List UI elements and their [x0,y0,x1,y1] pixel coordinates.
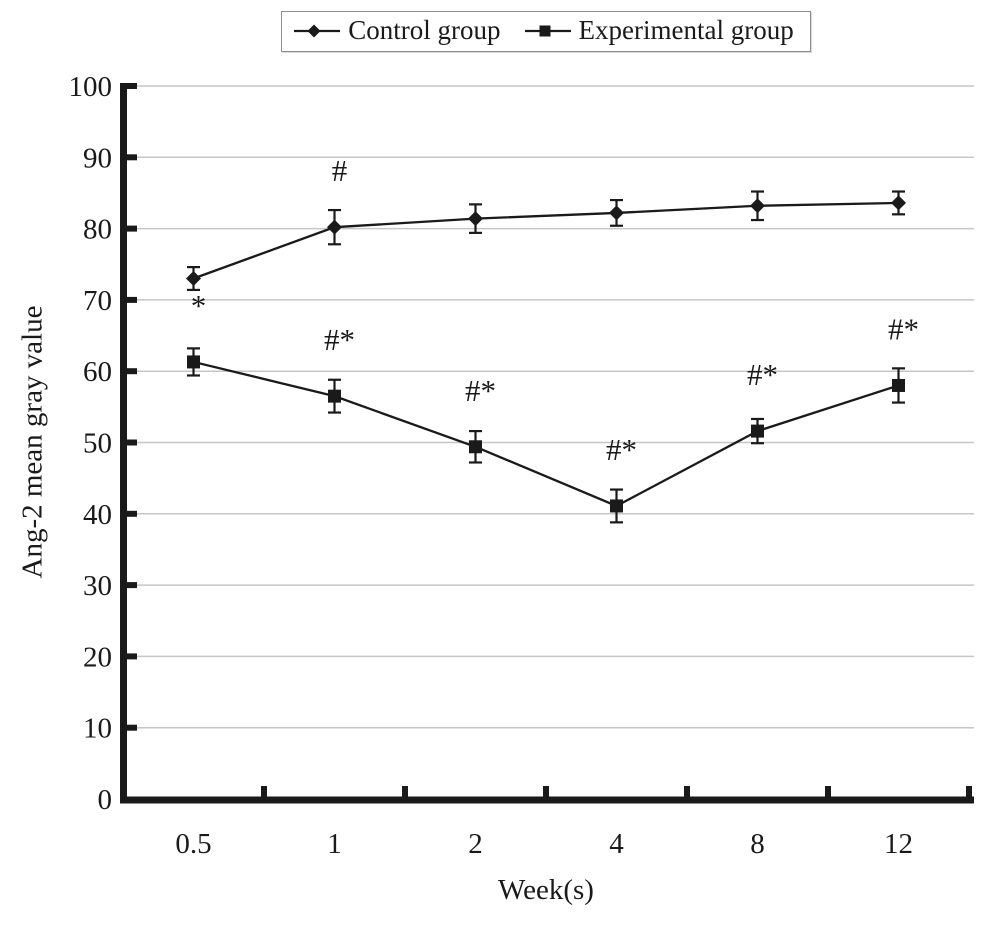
significance-annotation: * [191,288,207,323]
series-control-group: # [186,153,906,292]
y-tick-label: 90 [83,142,112,174]
y-tick-label: 30 [83,570,112,602]
y-tick-label: 80 [83,214,112,246]
data-point-marker [892,378,905,392]
significance-annotation: # [332,153,348,188]
y-tick-label: 40 [83,499,112,531]
significance-annotation: #* [888,311,919,346]
legend-box: Control group Experimental group [281,11,811,52]
y-tick-label: 0 [98,784,113,816]
x-tick-label: 12 [884,828,913,860]
y-axis-title: Ang-2 mean gray value [16,305,49,579]
x-axis-ticks: 0.5 1 2 4 8 12 [175,786,972,860]
y-tick-label: 20 [83,641,112,673]
significance-annotation: #* [324,322,355,357]
data-point-marker [750,198,765,214]
x-tick-label: 2 [468,828,483,860]
data-point-marker [186,271,201,287]
square-marker-icon [524,25,571,36]
diamond-marker-icon [294,24,341,37]
x-axis-title: Week(s) [498,874,594,906]
legend-label-control-group: Control group [348,15,501,45]
significance-annotation: #* [606,432,637,467]
x-tick-label: 1 [327,828,342,860]
legend-item-experimental-group: Experimental group [524,15,794,45]
gridlines [126,85,974,729]
series-line [193,360,899,508]
data-point-marker [610,499,623,513]
data-point-marker [328,389,341,403]
legend-item-control-group: Control group [294,15,501,45]
legend: Control group Experimental group [123,11,969,52]
data-point-marker [891,195,906,211]
data-point-marker [469,440,482,454]
data-point-marker [327,219,342,235]
legend-label-experimental-group: Experimental group [578,15,794,45]
y-tick-label: 100 [69,71,113,103]
data-point-marker [751,424,764,438]
data-point-marker [468,211,483,227]
significance-annotation: #* [465,373,496,408]
y-tick-label: 50 [83,428,112,460]
y-axis-ticks: 0 10 20 30 40 50 60 70 80 90 100 [69,71,137,816]
y-tick-label: 60 [83,356,112,388]
y-tick-label: 70 [83,285,112,317]
y-tick-label: 10 [83,713,112,745]
series-experimental-group: * #* #* #* #* #* [187,288,919,524]
significance-annotation: #* [747,357,778,392]
data-point-marker [187,355,200,369]
data-point-marker [609,205,624,221]
x-tick-label: 4 [609,828,624,860]
x-tick-label: 8 [750,828,765,860]
x-tick-label: 0.5 [175,828,211,860]
series-line [193,201,899,280]
